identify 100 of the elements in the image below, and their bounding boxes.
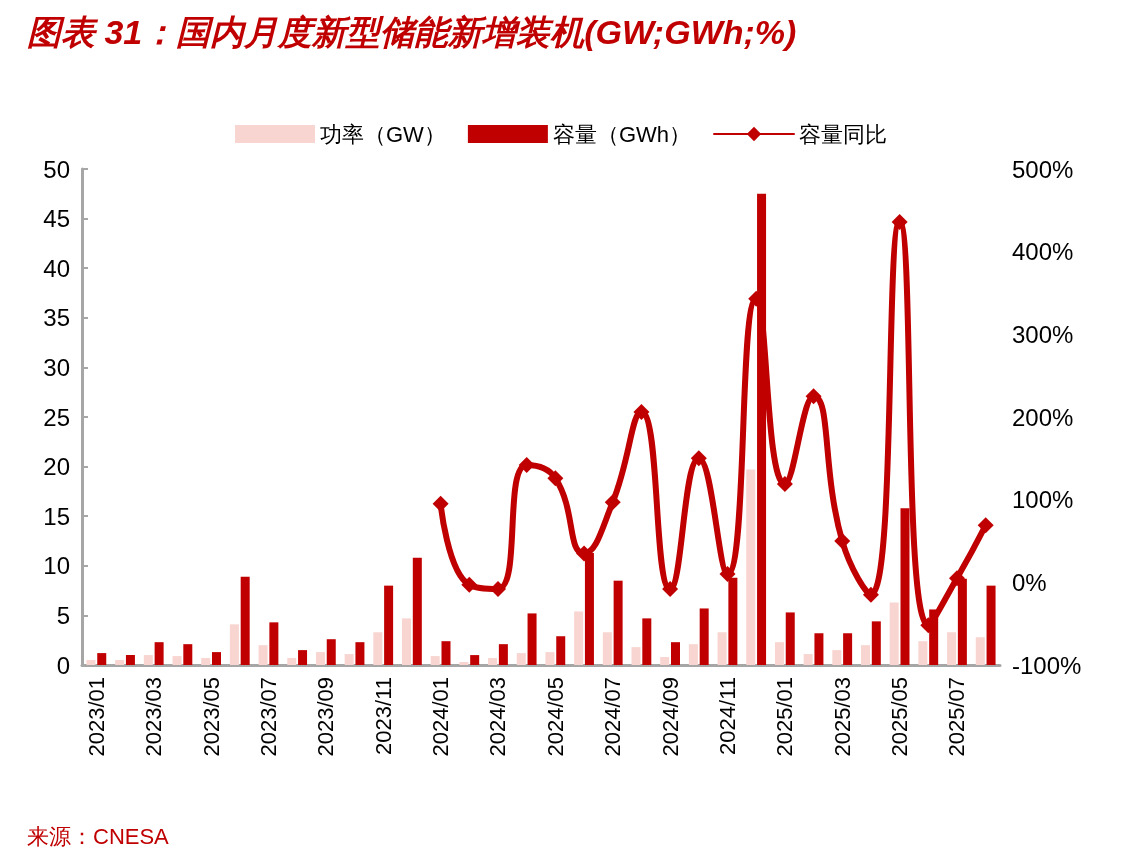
y-tick-label: 5 [56, 601, 70, 629]
bar [871, 621, 881, 665]
y-tick-label: 20 [43, 453, 70, 481]
bar [660, 657, 670, 665]
bar [613, 580, 623, 665]
y-tick-label: 0 [56, 651, 70, 679]
point [776, 475, 793, 492]
bar [556, 636, 566, 665]
y2-tick-label: 100% [1012, 486, 1074, 514]
y-tick-label: 45 [43, 205, 70, 233]
x-tick-label: 2023/07 [255, 677, 281, 757]
bar [355, 642, 365, 665]
y-tick-label: 40 [43, 254, 70, 282]
bar [861, 645, 871, 665]
bar [287, 658, 297, 665]
point [719, 566, 736, 583]
bar [154, 642, 164, 665]
bar [430, 656, 440, 665]
point [662, 580, 679, 597]
bar [746, 469, 756, 665]
bar [183, 644, 193, 665]
bar [803, 654, 813, 665]
bar [843, 633, 853, 665]
x-tick-label: 2023/01 [83, 677, 109, 757]
y-tick-label: 10 [43, 552, 70, 580]
chart-title: 图表 31：国内月度新型储能新增装机(GW;GWh;%) [27, 13, 797, 51]
x-tick-label: 2024/03 [485, 677, 511, 757]
point [977, 517, 994, 534]
legend-label: 容量（GWh） [552, 121, 692, 147]
x-tick-label: 2025/07 [944, 677, 970, 757]
y2-tick-label: 300% [1012, 320, 1074, 348]
bar [384, 585, 394, 665]
y2-tick-label: 200% [1012, 403, 1074, 431]
x-tick-label: 2024/07 [600, 677, 626, 757]
bar [488, 658, 498, 665]
point [690, 450, 707, 467]
bar [642, 618, 652, 665]
bar [86, 660, 96, 665]
point [432, 495, 449, 512]
y2-tick-label: 0% [1012, 568, 1047, 596]
point [461, 576, 478, 593]
point [891, 213, 908, 230]
x-tick-label: 2025/01 [772, 677, 798, 757]
point [805, 388, 822, 405]
bar [574, 611, 584, 665]
bar [602, 632, 612, 665]
bar [785, 612, 795, 665]
bar [459, 662, 469, 665]
x-tick-label: 2024/09 [657, 677, 683, 757]
x-tick-label: 2024/01 [428, 677, 454, 757]
bar [298, 650, 308, 665]
bar [412, 557, 422, 665]
bar [211, 652, 221, 665]
point [948, 570, 965, 587]
bar [229, 624, 239, 665]
bar [889, 602, 899, 665]
bar [470, 655, 480, 665]
bar [201, 658, 211, 665]
bar [441, 641, 451, 665]
bar [143, 655, 153, 665]
bar [527, 613, 537, 665]
x-tick-label: 2023/09 [313, 677, 339, 757]
y-tick-label: 35 [43, 304, 70, 332]
bar [947, 632, 957, 665]
bar [670, 642, 680, 665]
bar [545, 652, 555, 665]
bar [125, 655, 135, 665]
bar [832, 650, 842, 665]
bar [172, 656, 182, 665]
bar [717, 632, 727, 665]
bar [240, 576, 250, 665]
bar [814, 633, 824, 665]
bar [774, 642, 784, 665]
bar [258, 645, 268, 665]
legend-label: 容量同比 [798, 121, 887, 147]
y-tick-label: 25 [43, 403, 70, 431]
bar [315, 652, 325, 665]
y2-tick-label: -100% [1012, 651, 1082, 679]
point [604, 494, 621, 511]
bar [498, 644, 508, 665]
bar [986, 585, 996, 665]
source-note: 来源：CNESA [27, 823, 170, 849]
bar [402, 618, 412, 665]
y2-tick-label: 500% [1012, 155, 1074, 183]
bar [631, 647, 641, 665]
x-tick-label: 2024/11 [714, 677, 740, 755]
x-tick-label: 2024/05 [542, 677, 568, 757]
point [834, 533, 851, 549]
x-tick-label: 2025/05 [887, 677, 913, 757]
bar [699, 608, 709, 665]
legend-label: 功率（GW） [320, 121, 446, 147]
bar [115, 660, 125, 665]
point [862, 586, 879, 603]
y-tick-label: 50 [43, 155, 70, 183]
bar [688, 644, 698, 665]
x-tick-label: 2023/11 [370, 677, 396, 755]
y2-tick-label: 400% [1012, 238, 1074, 266]
point [518, 456, 535, 473]
bar [326, 639, 336, 665]
bar [269, 622, 279, 665]
